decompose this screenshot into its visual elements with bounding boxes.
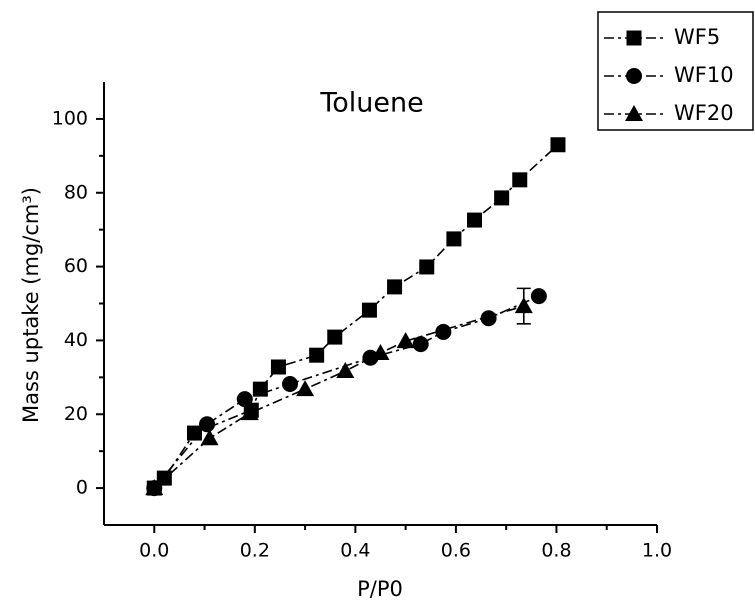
marker-triangle	[336, 362, 355, 379]
x-axis-label: P/P0	[357, 577, 403, 601]
x-tick-label: 1.0	[642, 540, 672, 562]
x-tick-label: 0.2	[240, 540, 270, 562]
marker-square	[512, 172, 528, 188]
marker-circle	[435, 323, 452, 340]
y-tick-label: 100	[52, 107, 88, 129]
marker-square	[270, 359, 286, 375]
marker-circle	[412, 336, 429, 353]
marker-square	[494, 190, 510, 206]
marker-circle	[236, 391, 253, 408]
y-tick-label: 40	[64, 329, 88, 351]
marker-triangle	[240, 404, 259, 421]
y-axis-label: Mass uptake (mg/cm³)	[19, 187, 43, 423]
marker-triangle	[145, 479, 164, 496]
legend-box	[597, 11, 754, 131]
marker-square	[419, 259, 435, 275]
marker-square	[361, 302, 377, 318]
legend-label: WF20	[674, 101, 734, 125]
y-tick-label: 0	[76, 477, 88, 499]
series-line	[153, 144, 559, 489]
marker-square	[309, 347, 325, 363]
marker-square	[446, 231, 462, 247]
legend-label: WF5	[674, 25, 720, 49]
x-tick-label: 0.4	[340, 540, 370, 562]
marker-circle	[480, 310, 497, 327]
marker-circle	[282, 375, 299, 392]
marker-triangle	[396, 332, 415, 349]
x-tick-label: 0.8	[541, 540, 571, 562]
marker-square	[252, 381, 268, 397]
chart-title: Toluene	[319, 88, 423, 119]
y-tick-label: 20	[64, 403, 88, 425]
y-tick-label: 60	[64, 255, 88, 277]
marker-triangle	[371, 343, 390, 360]
marker-circle	[199, 416, 216, 433]
marker-square	[387, 279, 403, 295]
marker-circle	[530, 288, 547, 305]
x-tick-label: 0.6	[441, 540, 471, 562]
marker-triangle	[625, 105, 643, 121]
marker-circle	[626, 68, 642, 84]
marker-square	[550, 137, 566, 153]
marker-square	[327, 329, 343, 345]
y-tick-label: 80	[64, 181, 88, 203]
legend-label: WF10	[674, 63, 734, 87]
marker-square	[186, 425, 202, 441]
x-tick-label: 0.0	[139, 540, 169, 562]
marker-triangle	[200, 429, 219, 446]
series-line	[153, 295, 540, 489]
marker-square	[626, 30, 642, 46]
marker-square	[467, 212, 483, 228]
marker-triangle	[296, 380, 315, 397]
marker-triangle	[514, 297, 533, 314]
